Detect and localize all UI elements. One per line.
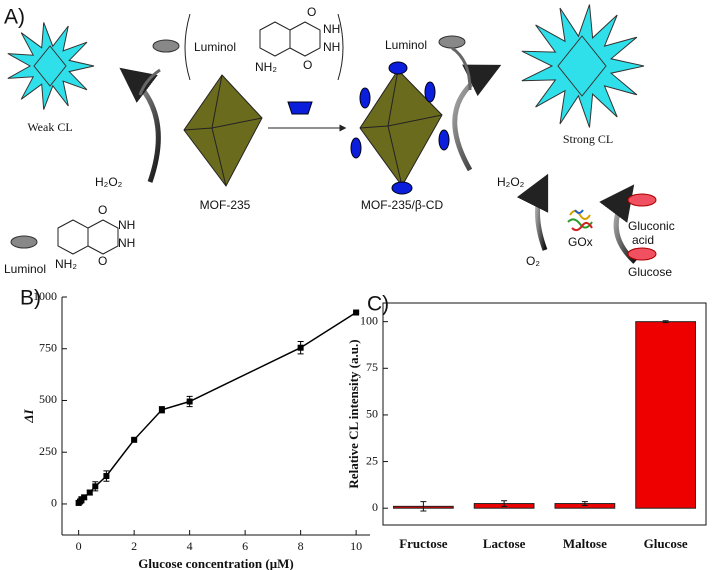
error-bar [420, 501, 427, 512]
error-bar [501, 500, 508, 507]
label: O₂ [526, 254, 540, 268]
label: H₂O₂ [497, 175, 525, 189]
y-tick-label: 1000 [33, 289, 57, 303]
x-tick-label: 0 [76, 539, 82, 553]
enzyme-icon [567, 209, 593, 232]
point [186, 398, 193, 405]
y-tick-label: 50 [366, 407, 378, 421]
atom: NH [118, 236, 135, 250]
frame [382, 302, 707, 526]
y-axis-label: ΔI [21, 408, 36, 423]
luminol-icon [152, 39, 180, 53]
luminol-icon [10, 235, 38, 249]
label: Weak CL [27, 120, 72, 134]
panel-label: A) [4, 6, 25, 29]
weak-star [7, 22, 95, 110]
label: Gluconic [628, 219, 675, 233]
point [158, 406, 165, 413]
y-tick-label: 750 [39, 340, 57, 354]
atom: O [303, 58, 312, 72]
label: H₂O₂ [95, 175, 123, 189]
atom: NH [323, 40, 340, 54]
y-tick-label: 0 [51, 496, 57, 510]
arrow [451, 46, 472, 91]
point [131, 436, 138, 443]
error-bar [662, 320, 669, 324]
x-tick-label: 2 [131, 539, 137, 553]
arrow [516, 173, 549, 251]
x-tick-label: Fructose [399, 536, 448, 551]
x-tick-label: 6 [242, 539, 248, 553]
glucose-icon [627, 247, 657, 261]
atom: NH [323, 22, 340, 36]
line [78, 311, 357, 504]
strong-star [521, 4, 645, 128]
x-tick-label: 10 [350, 539, 362, 553]
label: Luminol [4, 262, 46, 276]
panel-label: B) [20, 287, 41, 310]
diagram: A) Weak CL Luminol O NH NH O NH₂ H₂O₂ MO… [4, 4, 675, 279]
label: Glucose [628, 265, 672, 279]
arrow [452, 64, 502, 172]
atom: O [307, 5, 316, 19]
arrow [119, 67, 161, 183]
point [81, 494, 88, 501]
atom: O [98, 254, 107, 268]
atom: NH [118, 218, 135, 232]
bracket [184, 13, 344, 81]
y-tick-label: 250 [39, 444, 57, 458]
label: Luminol [385, 38, 427, 52]
x-tick-label: 4 [187, 539, 193, 553]
star [7, 22, 95, 110]
octahedron [557, 35, 607, 97]
y-tick-label: 100 [360, 313, 378, 327]
gluconic-icon [627, 193, 657, 207]
atom: NH₂ [255, 60, 277, 74]
y-tick-label: 25 [366, 453, 378, 467]
point [297, 344, 304, 351]
structure [259, 21, 321, 57]
atom: NH₂ [55, 257, 77, 271]
octahedron [183, 74, 263, 187]
luminol-icon [438, 35, 466, 49]
point [103, 473, 110, 480]
y-tick-label: 500 [39, 392, 57, 406]
x-tick-label: Glucose [644, 536, 688, 551]
x-tick-label: Lactose [483, 536, 526, 551]
y-tick-label: 0 [372, 500, 378, 514]
cd-caps [350, 61, 450, 195]
point [86, 489, 93, 496]
bar [635, 321, 697, 509]
label: Luminol [194, 40, 236, 54]
atom: O [98, 203, 107, 217]
structure [57, 219, 119, 255]
octahedron [33, 45, 67, 87]
point [92, 483, 99, 490]
x-axis-label: Glucose concentration (μM) [138, 556, 293, 570]
y-axis-label: Relative CL intensity (a.u.) [346, 339, 361, 488]
label: acid [632, 233, 654, 247]
star [521, 4, 645, 128]
point [353, 309, 360, 316]
label: MOF-235/β-CD [361, 198, 444, 212]
panel-label: C) [367, 293, 389, 316]
arrow [138, 68, 161, 96]
error-bar [581, 501, 588, 506]
x-tick-label: 8 [298, 539, 304, 553]
cd-icon [287, 101, 313, 115]
label: Strong CL [563, 132, 613, 146]
x-tick-label: Maltose [563, 536, 607, 551]
label: GOx [568, 235, 593, 249]
label: MOF-235 [200, 198, 251, 212]
y-tick-label: 75 [366, 360, 378, 374]
